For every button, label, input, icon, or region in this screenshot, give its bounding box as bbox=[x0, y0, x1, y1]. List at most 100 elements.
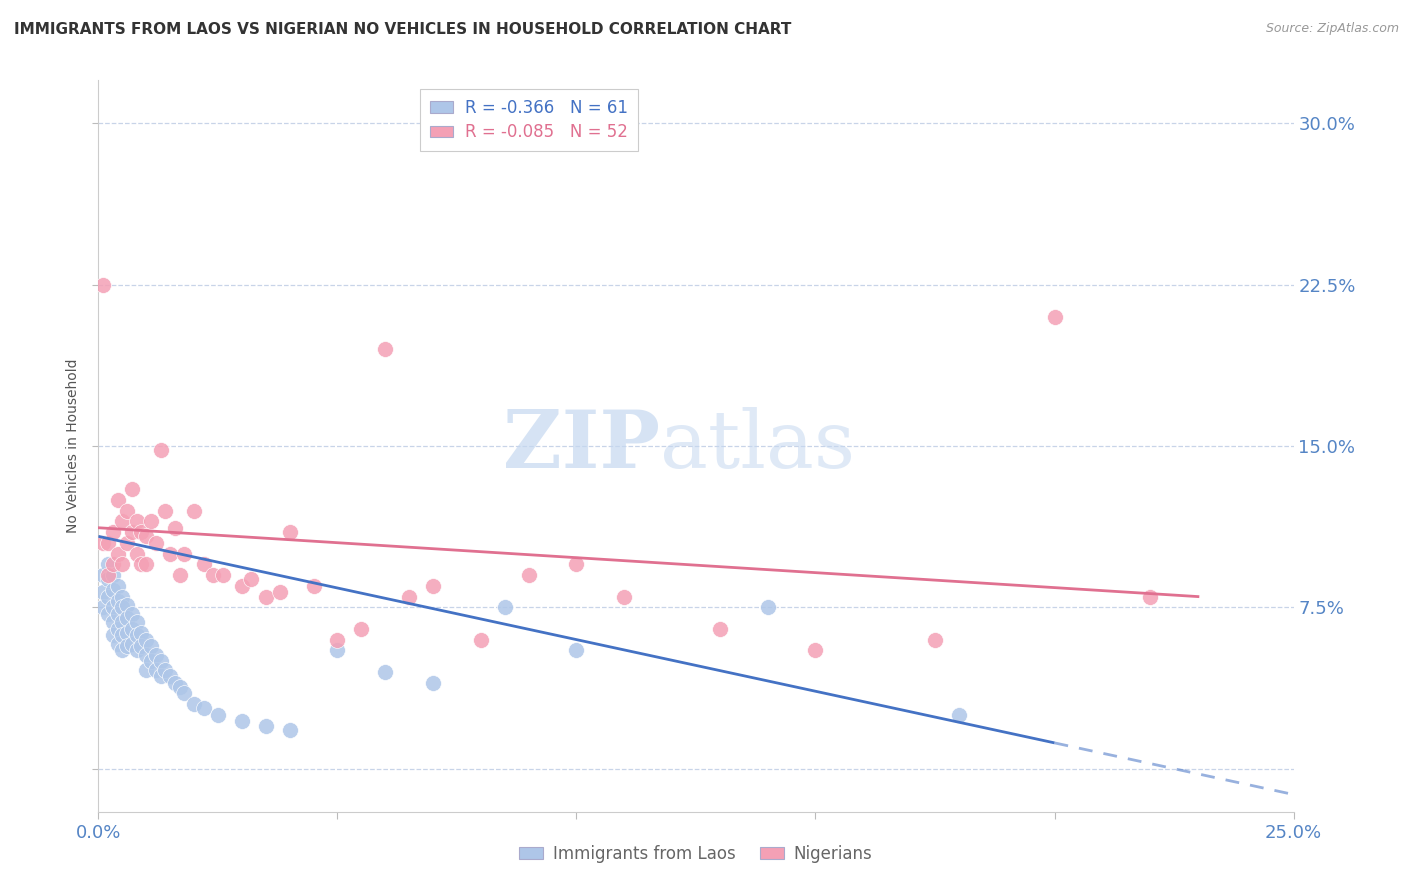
Point bbox=[111, 558, 134, 572]
Point bbox=[139, 514, 162, 528]
Point bbox=[326, 643, 349, 657]
Point bbox=[91, 600, 114, 615]
Point bbox=[91, 277, 114, 292]
Point bbox=[111, 615, 134, 630]
Point bbox=[269, 585, 291, 599]
Point bbox=[139, 639, 162, 653]
Point bbox=[135, 648, 157, 662]
Text: IMMIGRANTS FROM LAOS VS NIGERIAN NO VEHICLES IN HOUSEHOLD CORRELATION CHART: IMMIGRANTS FROM LAOS VS NIGERIAN NO VEHI… bbox=[14, 22, 792, 37]
Point bbox=[115, 639, 138, 653]
Point bbox=[231, 579, 253, 593]
Y-axis label: No Vehicles in Household: No Vehicles in Household bbox=[66, 359, 80, 533]
Point bbox=[1139, 590, 1161, 604]
Point bbox=[494, 600, 516, 615]
Point bbox=[145, 648, 167, 662]
Point bbox=[948, 707, 970, 722]
Point bbox=[91, 585, 114, 599]
Point bbox=[149, 443, 172, 458]
Point bbox=[125, 547, 148, 561]
Point bbox=[121, 482, 143, 496]
Point bbox=[278, 723, 301, 737]
Point bbox=[326, 632, 349, 647]
Point bbox=[121, 637, 143, 651]
Point bbox=[125, 615, 148, 630]
Point bbox=[115, 611, 138, 625]
Point bbox=[169, 680, 191, 694]
Point bbox=[202, 568, 225, 582]
Point bbox=[115, 598, 138, 612]
Point bbox=[125, 628, 148, 642]
Point bbox=[107, 622, 129, 636]
Point bbox=[91, 568, 114, 582]
Point bbox=[278, 524, 301, 539]
Point bbox=[422, 579, 444, 593]
Point bbox=[131, 639, 153, 653]
Point bbox=[97, 573, 120, 587]
Point bbox=[125, 643, 148, 657]
Point bbox=[97, 568, 120, 582]
Text: ZIP: ZIP bbox=[503, 407, 661, 485]
Point bbox=[101, 558, 124, 572]
Point bbox=[139, 654, 162, 668]
Point bbox=[131, 524, 153, 539]
Point bbox=[398, 590, 420, 604]
Point bbox=[517, 568, 540, 582]
Point bbox=[350, 622, 373, 636]
Point bbox=[155, 503, 177, 517]
Point bbox=[163, 521, 186, 535]
Point bbox=[924, 632, 946, 647]
Point bbox=[101, 568, 124, 582]
Point bbox=[135, 529, 157, 543]
Point bbox=[173, 547, 195, 561]
Point bbox=[207, 707, 229, 722]
Point bbox=[111, 643, 134, 657]
Point bbox=[193, 558, 215, 572]
Point bbox=[302, 579, 325, 593]
Point bbox=[1043, 310, 1066, 324]
Point bbox=[193, 701, 215, 715]
Point bbox=[183, 697, 205, 711]
Point bbox=[163, 675, 186, 690]
Point bbox=[169, 568, 191, 582]
Legend: Immigrants from Laos, Nigerians: Immigrants from Laos, Nigerians bbox=[513, 838, 879, 869]
Point bbox=[107, 637, 129, 651]
Point bbox=[97, 607, 120, 621]
Point bbox=[115, 503, 138, 517]
Point bbox=[374, 342, 396, 356]
Point bbox=[565, 558, 588, 572]
Point bbox=[149, 669, 172, 683]
Point bbox=[121, 524, 143, 539]
Point bbox=[125, 514, 148, 528]
Point bbox=[101, 583, 124, 598]
Point bbox=[135, 663, 157, 677]
Point bbox=[756, 600, 779, 615]
Point bbox=[709, 622, 731, 636]
Point bbox=[107, 547, 129, 561]
Point bbox=[159, 547, 181, 561]
Point bbox=[101, 524, 124, 539]
Point bbox=[107, 607, 129, 621]
Point bbox=[131, 558, 153, 572]
Point bbox=[101, 628, 124, 642]
Point bbox=[613, 590, 636, 604]
Text: Source: ZipAtlas.com: Source: ZipAtlas.com bbox=[1265, 22, 1399, 36]
Point bbox=[231, 714, 253, 729]
Point bbox=[565, 643, 588, 657]
Point bbox=[149, 654, 172, 668]
Point bbox=[111, 590, 134, 604]
Point bbox=[111, 628, 134, 642]
Point bbox=[374, 665, 396, 679]
Point bbox=[111, 514, 134, 528]
Point bbox=[145, 536, 167, 550]
Point bbox=[173, 686, 195, 700]
Point bbox=[131, 626, 153, 640]
Point bbox=[101, 600, 124, 615]
Point bbox=[91, 536, 114, 550]
Point bbox=[135, 558, 157, 572]
Point bbox=[97, 536, 120, 550]
Point bbox=[422, 675, 444, 690]
Point bbox=[254, 590, 277, 604]
Point bbox=[115, 626, 138, 640]
Point bbox=[111, 600, 134, 615]
Point bbox=[107, 579, 129, 593]
